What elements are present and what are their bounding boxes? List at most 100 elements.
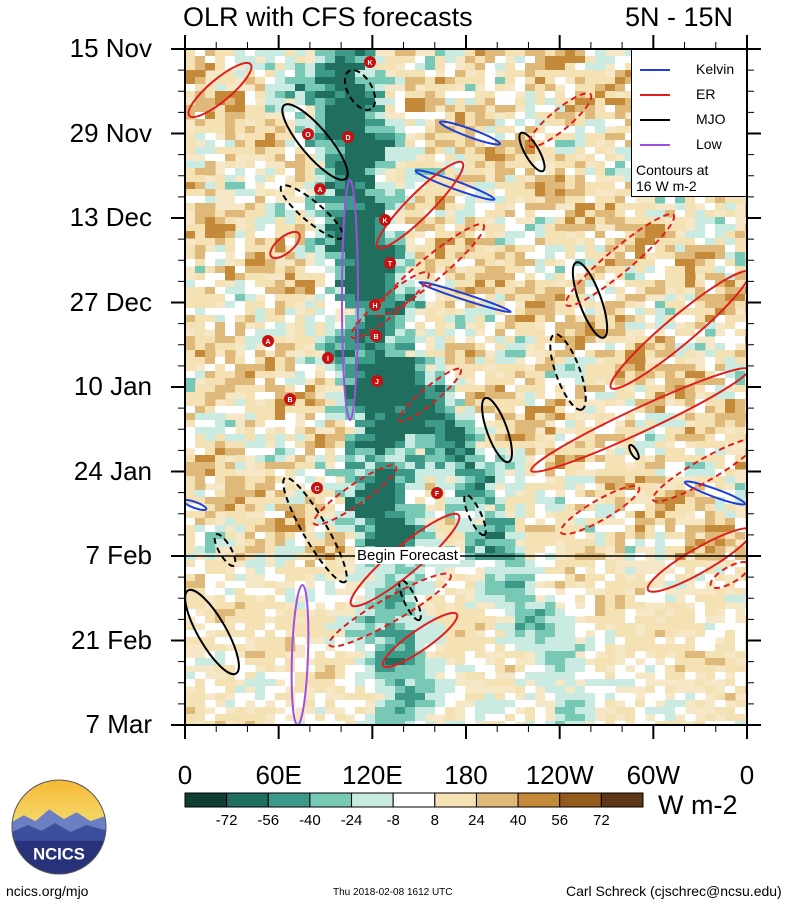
olr-cell (675, 399, 686, 407)
olr-cell (685, 238, 696, 246)
olr-cell (665, 539, 676, 547)
olr-cell (535, 644, 546, 652)
olr-cell (295, 357, 306, 365)
olr-cell (715, 427, 726, 435)
olr-cell (515, 497, 526, 505)
olr-cell (215, 721, 226, 725)
olr-cell (665, 574, 676, 582)
olr-cell (335, 686, 346, 694)
olr-cell (275, 98, 286, 106)
olr-cell (615, 112, 626, 120)
olr-cell (345, 231, 356, 239)
olr-cell (445, 420, 456, 428)
olr-cell (205, 623, 216, 631)
olr-cell (525, 448, 536, 456)
olr-cell (495, 168, 506, 176)
olr-cell (685, 315, 696, 323)
olr-cell (615, 336, 626, 344)
olr-cell (195, 420, 206, 428)
olr-cell (345, 77, 356, 85)
olr-cell (485, 595, 496, 603)
olr-cell (395, 539, 406, 547)
olr-cell (505, 427, 516, 435)
olr-cell (665, 595, 676, 603)
olr-cell (425, 616, 436, 624)
olr-cell (245, 679, 256, 687)
olr-cell (665, 252, 676, 260)
legend-item-kelvin: Kelvin (632, 60, 746, 80)
olr-cell (505, 105, 516, 113)
olr-cell (265, 693, 276, 701)
olr-cell (665, 469, 676, 477)
olr-cell (195, 357, 206, 365)
olr-cell (285, 560, 296, 568)
olr-cell (565, 462, 576, 470)
olr-cell (255, 539, 266, 547)
olr-cell (235, 245, 246, 253)
olr-cell (685, 595, 696, 603)
olr-cell (525, 105, 536, 113)
olr-cell (375, 77, 386, 85)
olr-cell (265, 651, 276, 659)
olr-cell (495, 119, 506, 127)
olr-cell (415, 511, 426, 519)
olr-cell (505, 392, 516, 400)
olr-cell (485, 182, 496, 190)
olr-cell (525, 560, 536, 568)
olr-cell (435, 56, 446, 64)
olr-cell (615, 350, 626, 358)
olr-cell (315, 70, 326, 78)
olr-cell (425, 161, 436, 169)
olr-cell (275, 322, 286, 330)
olr-cell (245, 406, 256, 414)
olr-cell (345, 518, 356, 526)
olr-cell (575, 147, 586, 155)
olr-cell (185, 623, 196, 631)
olr-cell (335, 91, 346, 99)
olr-cell (685, 385, 696, 393)
olr-cell (595, 546, 606, 554)
olr-cell (505, 644, 516, 652)
olr-cell (495, 455, 506, 463)
olr-cell (405, 357, 416, 365)
olr-cell (705, 434, 716, 442)
olr-cell (565, 616, 576, 624)
olr-cell (255, 637, 266, 645)
olr-cell (655, 623, 666, 631)
olr-cell (375, 273, 386, 281)
olr-cell (485, 448, 496, 456)
olr-cell (465, 525, 476, 533)
chart-title: OLR with CFS forecasts (183, 2, 473, 32)
olr-cell (395, 147, 406, 155)
olr-cell (535, 273, 546, 281)
colorbar-swatch (600, 792, 644, 808)
olr-cell (585, 49, 596, 57)
olr-cell (725, 539, 736, 547)
olr-cell (505, 595, 516, 603)
olr-cell (525, 602, 536, 610)
olr-cell (605, 105, 616, 113)
olr-cell (525, 315, 536, 323)
olr-cell (455, 161, 466, 169)
olr-cell (515, 364, 526, 372)
olr-cell (515, 616, 526, 624)
olr-cell (505, 483, 516, 491)
olr-cell (415, 399, 426, 407)
olr-cell (245, 287, 256, 295)
olr-cell (315, 238, 326, 246)
olr-cell (345, 385, 356, 393)
olr-cell (735, 623, 746, 631)
olr-cell (525, 644, 536, 652)
olr-cell (715, 595, 726, 603)
olr-cell (485, 616, 496, 624)
olr-cell (295, 98, 306, 106)
olr-cell (245, 609, 256, 617)
tc-marker-label: J (375, 379, 379, 386)
olr-cell (255, 252, 266, 260)
olr-cell (665, 581, 676, 589)
olr-cell (265, 511, 276, 519)
olr-cell (245, 721, 256, 725)
olr-cell (605, 98, 616, 106)
olr-cell (655, 609, 666, 617)
olr-cell (535, 112, 546, 120)
